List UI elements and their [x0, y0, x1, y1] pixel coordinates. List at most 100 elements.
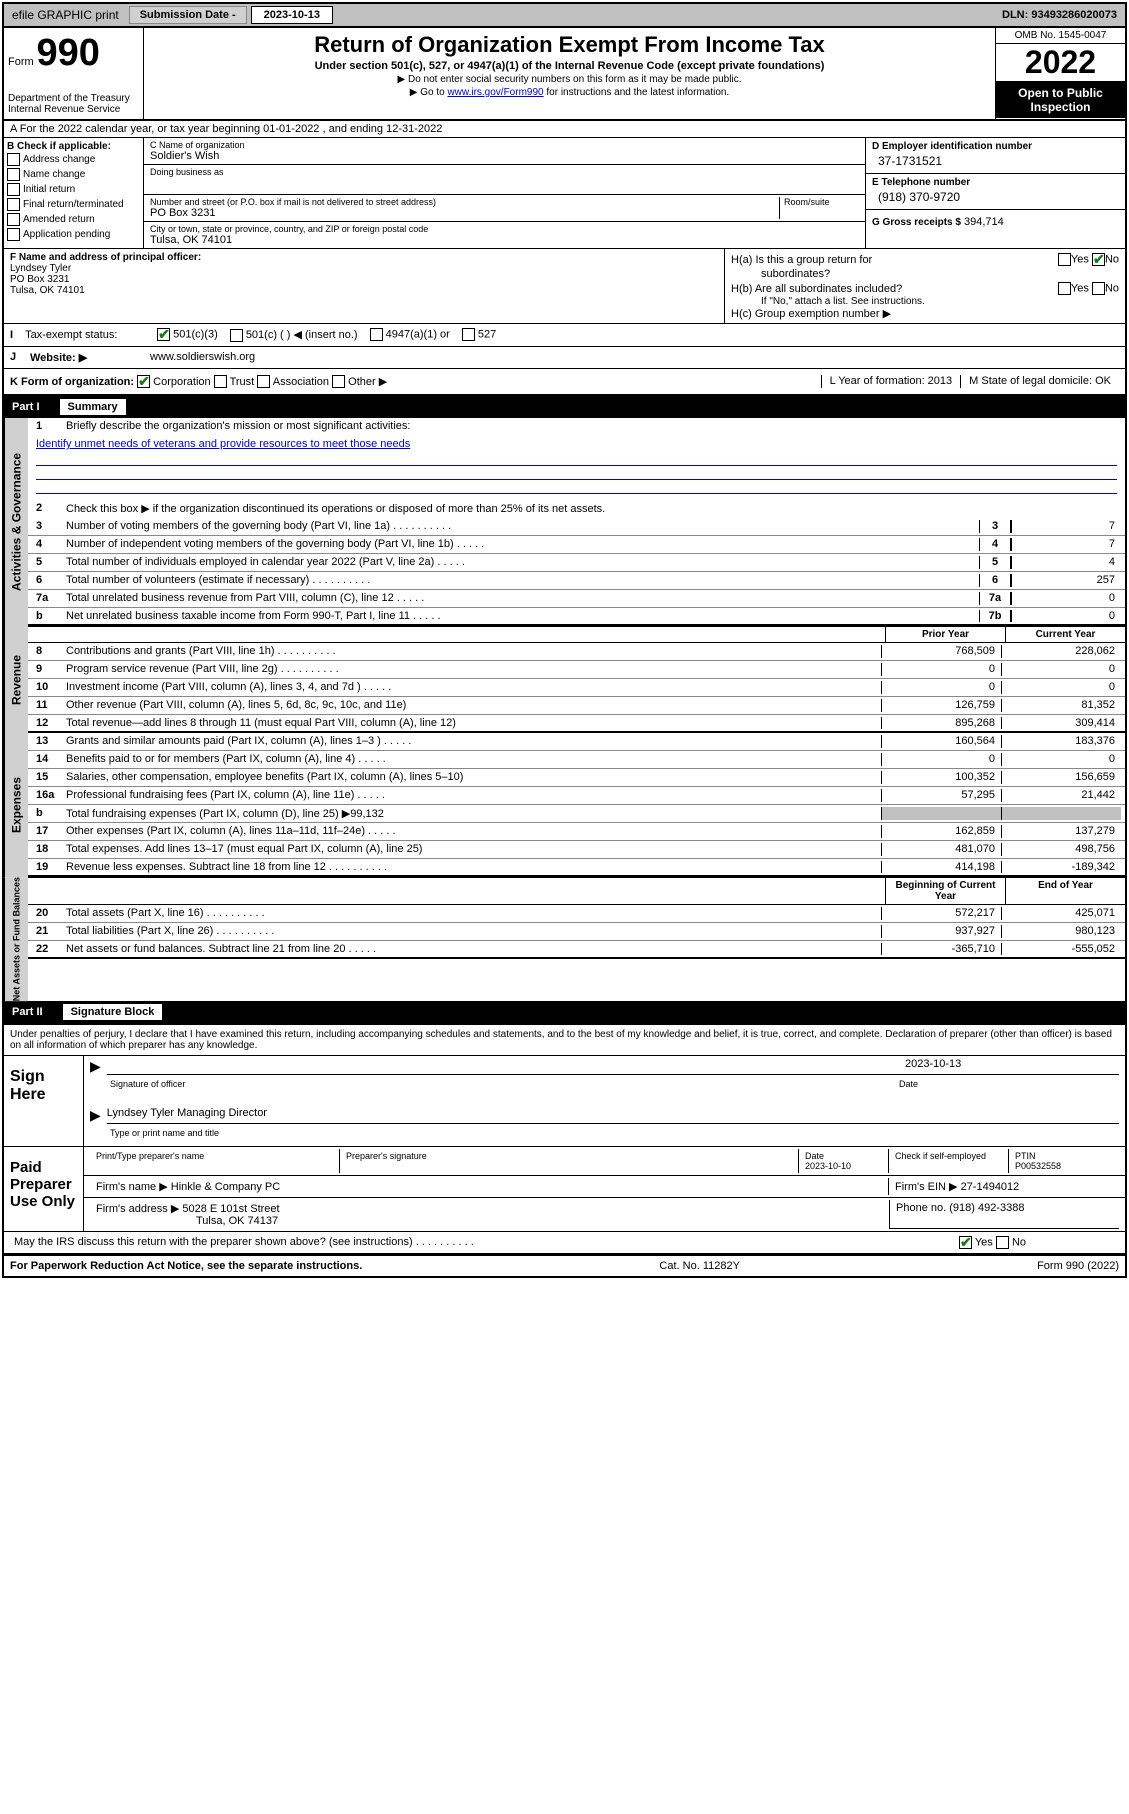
l10: Investment income (Part VIII, column (A)…	[62, 681, 881, 694]
opt-3: Final return/terminated	[23, 199, 124, 210]
cb-hb-yes[interactable]	[1058, 282, 1071, 295]
cb-hb-no[interactable]	[1092, 282, 1105, 295]
sig-officer-label: Signature of officer	[110, 1079, 899, 1095]
ein: 37-1731521	[872, 152, 1119, 170]
o-4947: 4947(a)(1) or	[386, 329, 450, 341]
opt-2: Initial return	[23, 184, 75, 195]
mission: Identify unmet needs of veterans and pro…	[28, 436, 1125, 452]
c8: 228,062	[1001, 645, 1121, 658]
cb-ha-yes[interactable]	[1058, 253, 1071, 266]
c21: 980,123	[1001, 925, 1121, 938]
cb-pending[interactable]	[7, 228, 20, 241]
l5-text: Total number of individuals employed in …	[62, 556, 979, 569]
officer-addr2: Tulsa, OK 74101	[10, 285, 718, 296]
cb-final[interactable]	[7, 198, 20, 211]
p13: 160,564	[881, 735, 1001, 748]
discuss-yes: Yes	[975, 1237, 993, 1249]
ha-label: H(a) Is this a group return for	[731, 254, 872, 266]
p9: 0	[881, 663, 1001, 676]
cb-address-change[interactable]	[7, 153, 20, 166]
discuss-row: May the IRS discuss this return with the…	[4, 1231, 1125, 1255]
firm-ein-label: Firm's EIN ▶	[895, 1181, 958, 1193]
l2-text: Check this box ▶ if the organization dis…	[62, 502, 1121, 516]
prep-sig-label: Preparer's signature	[340, 1149, 799, 1173]
cb-discuss-no[interactable]	[996, 1236, 1009, 1249]
hdr-end: End of Year	[1005, 878, 1125, 904]
section-b: B Check if applicable: Address change Na…	[4, 138, 1125, 248]
tax-status-row: I Tax-exempt status: 501(c)(3) 501(c) ( …	[4, 324, 1125, 347]
cb-name-change[interactable]	[7, 168, 20, 181]
cb-other[interactable]	[332, 375, 345, 388]
ha-sub: subordinates?	[731, 268, 830, 280]
cb-corp[interactable]	[137, 375, 150, 388]
p17: 162,859	[881, 825, 1001, 838]
side-revenue: Revenue	[4, 626, 28, 733]
c15: 156,659	[1001, 771, 1121, 784]
dept-label: Department of the Treasury	[8, 93, 139, 104]
cb-amended[interactable]	[7, 213, 20, 226]
submission-label[interactable]: Submission Date -	[129, 6, 247, 24]
cb-501c[interactable]	[230, 329, 243, 342]
prep-phone: (918) 492-3388	[949, 1202, 1024, 1214]
cb-4947[interactable]	[370, 328, 383, 341]
f-label: F Name and address of principal officer:	[10, 252, 718, 263]
side-net: Net Assets or Fund Balances	[4, 877, 28, 1001]
header-left: Form 990 Department of the Treasury Inte…	[4, 28, 144, 119]
note-link: ▶ Go to www.irs.gov/Form990 for instruct…	[152, 87, 987, 98]
k-label: K Form of organization:	[10, 376, 134, 388]
l18: Total expenses. Add lines 13–17 (must eq…	[62, 843, 881, 856]
v6: 257	[1011, 574, 1121, 587]
opt-4: Amended return	[23, 214, 95, 225]
c16b	[1001, 807, 1121, 820]
l16b: Total fundraising expenses (Part IX, col…	[62, 807, 881, 820]
opt-1: Name change	[23, 169, 85, 180]
irs-link[interactable]: www.irs.gov/Form990	[447, 87, 543, 98]
cb-assoc[interactable]	[257, 375, 270, 388]
o-501c: 501(c) ( ) ◀ (insert no.)	[246, 329, 358, 341]
col-b-mid: C Name of organization Soldier's Wish Do…	[144, 138, 865, 248]
opt-0: Address change	[23, 154, 95, 165]
cb-501c3[interactable]	[157, 328, 170, 341]
c-name-label: C Name of organization	[150, 140, 859, 150]
officer-row: F Name and address of principal officer:…	[4, 248, 1125, 324]
p12: 895,268	[881, 717, 1001, 729]
efile-label: efile GRAPHIC print	[4, 5, 127, 25]
footer-mid: Cat. No. 11282Y	[659, 1260, 740, 1272]
part2-title: Signature Block	[63, 1004, 163, 1020]
part2-header: Part II Signature Block	[4, 1001, 1125, 1023]
l8: Contributions and grants (Part VIII, lin…	[62, 645, 881, 658]
cb-527[interactable]	[462, 328, 475, 341]
cb-discuss-yes[interactable]	[959, 1236, 972, 1249]
p11: 126,759	[881, 699, 1001, 712]
form-header: Form 990 Department of the Treasury Inte…	[4, 28, 1125, 121]
mission-line1	[36, 452, 1117, 466]
k-left: K Form of organization: Corporation Trus…	[10, 375, 821, 389]
cb-initial[interactable]	[7, 183, 20, 196]
l1-text: Briefly describe the organization's miss…	[62, 420, 1121, 434]
p18: 481,070	[881, 843, 1001, 856]
irs-label: Internal Revenue Service	[8, 104, 139, 115]
hdr-curr: Current Year	[1005, 627, 1125, 642]
p15: 100,352	[881, 771, 1001, 784]
c18: 498,756	[1001, 843, 1121, 856]
note-ssn: ▶ Do not enter social security numbers o…	[152, 74, 987, 85]
prep-name-label: Print/Type preparer's name	[90, 1149, 340, 1173]
j-label: J	[10, 351, 30, 364]
c12: 309,414	[1001, 717, 1121, 729]
b-label: B Check if applicable:	[7, 141, 140, 152]
c17: 137,279	[1001, 825, 1121, 838]
v3: 7	[1011, 520, 1121, 533]
discuss-no: No	[1012, 1237, 1026, 1249]
cb-trust[interactable]	[214, 375, 227, 388]
l15: Salaries, other compensation, employee b…	[62, 771, 881, 784]
hb-note: If "No," attach a list. See instructions…	[731, 296, 1119, 307]
cb-ha-no[interactable]	[1092, 253, 1105, 266]
c9: 0	[1001, 663, 1121, 676]
col-b-right: D Employer identification number 37-1731…	[865, 138, 1125, 248]
o-501c3: 501(c)(3)	[173, 329, 218, 341]
phone-label: Phone no.	[896, 1202, 946, 1214]
l17: Other expenses (Part IX, column (A), lin…	[62, 825, 881, 838]
dba-label: Doing business as	[150, 167, 859, 177]
gross-receipts: 394,714	[964, 216, 1004, 228]
footer-right: Form 990 (2022)	[1037, 1260, 1119, 1272]
